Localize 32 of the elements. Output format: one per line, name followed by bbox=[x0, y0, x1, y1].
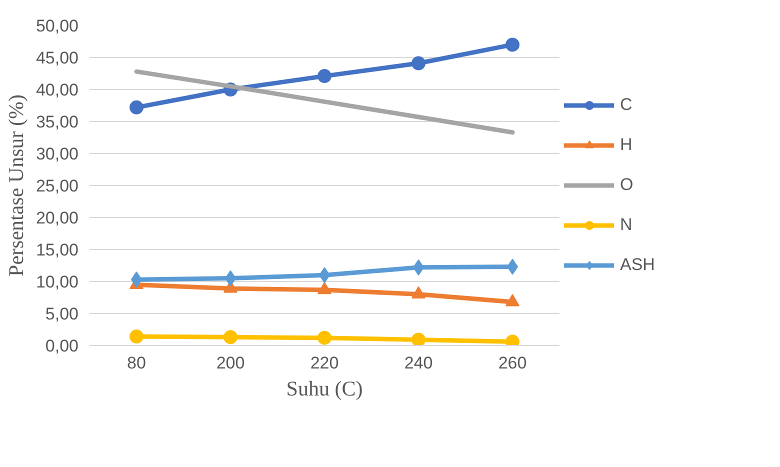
x-tick-label: 200 bbox=[216, 354, 245, 372]
legend-label: ASH bbox=[620, 255, 655, 275]
y-tick-label: 5,00 bbox=[45, 304, 79, 324]
y-axis-title: Persentase Unsur (%) bbox=[4, 94, 28, 276]
y-tick-label: 40,00 bbox=[36, 80, 79, 100]
x-tick-label: 80 bbox=[127, 354, 146, 372]
point bbox=[506, 38, 520, 52]
y-tick-label: 15,00 bbox=[36, 240, 79, 260]
legend-label: N bbox=[620, 215, 634, 235]
point bbox=[318, 69, 332, 84]
y-tick-label: 45,00 bbox=[36, 48, 79, 68]
y-tick-label: 35,00 bbox=[36, 112, 79, 132]
point bbox=[412, 332, 426, 346]
legend-label: H bbox=[620, 135, 634, 155]
y-tick-label: 50,00 bbox=[36, 16, 79, 36]
line-series bbox=[134, 69, 515, 135]
point bbox=[318, 330, 332, 345]
x-tick-label: 240 bbox=[404, 354, 433, 372]
x-tick-label: 260 bbox=[498, 354, 527, 372]
legend-label: O bbox=[620, 175, 634, 195]
point bbox=[130, 330, 144, 344]
y-tick-label: 10,00 bbox=[36, 272, 79, 292]
legend-label: C bbox=[620, 95, 634, 115]
x-tick-label: 220 bbox=[310, 354, 339, 372]
y-tick-label: 30,00 bbox=[36, 144, 79, 164]
y-tick-label: 25,00 bbox=[36, 176, 79, 196]
x-axis-title: Suhu (C) bbox=[286, 376, 363, 400]
y-tick-label: 20,00 bbox=[36, 208, 79, 228]
point bbox=[224, 330, 238, 344]
point bbox=[412, 56, 426, 70]
y-tick-label: 0,00 bbox=[45, 336, 79, 356]
point bbox=[130, 100, 144, 114]
